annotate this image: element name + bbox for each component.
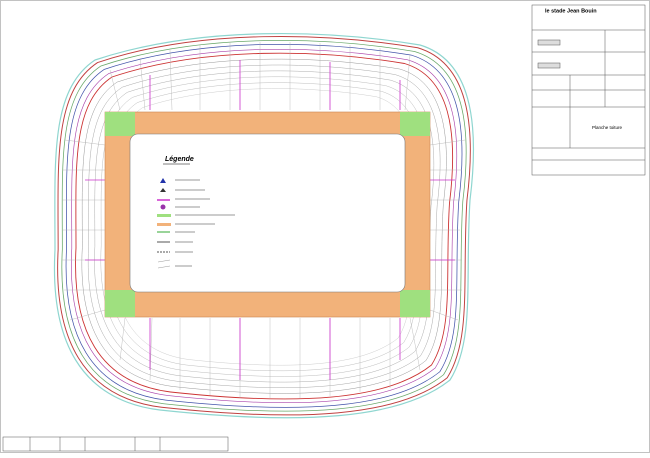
structure-lines [85,60,455,380]
legend-title: Légende [165,156,194,163]
project-name: le stade Jean Bouin [545,8,597,14]
stands [104,111,431,318]
sheet-name: Planche toiture [592,125,623,130]
legend: Légende [157,156,235,269]
pitch [129,133,406,293]
title-block [531,4,646,176]
bottom-strip [2,436,229,452]
roof-hatching [62,42,466,398]
